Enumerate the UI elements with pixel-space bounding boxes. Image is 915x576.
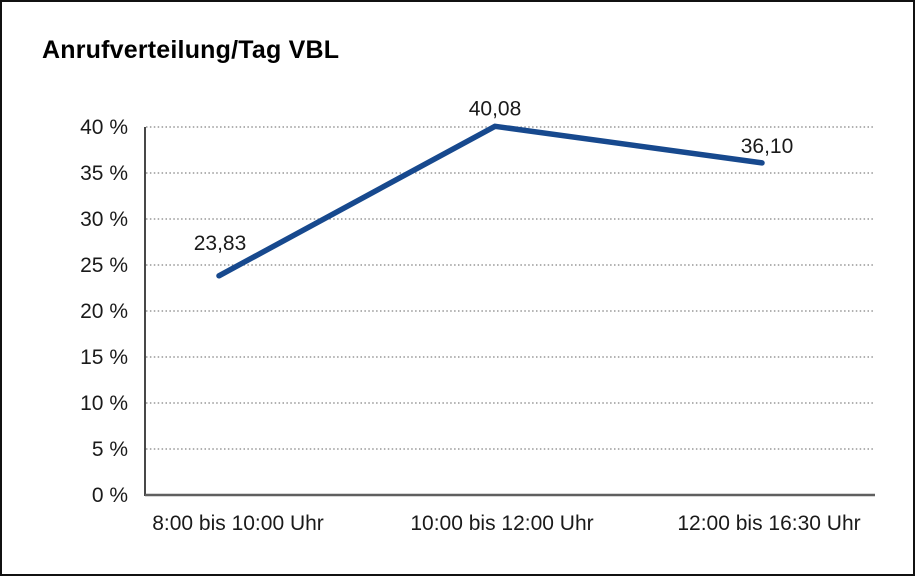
y-tick-label: 30 % [80, 208, 128, 231]
x-category-label: 12:00 bis 16:30 Uhr [677, 512, 860, 535]
y-tick-label: 15 % [80, 346, 128, 369]
data-point-label: 36,10 [741, 135, 794, 158]
x-category-label: 8:00 bis 10:00 Uhr [152, 512, 324, 535]
x-category-label: 10:00 bis 12:00 Uhr [410, 512, 593, 535]
y-tick-label: 35 % [80, 162, 128, 185]
data-point-label: 40,08 [469, 97, 522, 120]
y-tick-label: 20 % [80, 300, 128, 323]
y-tick-label: 25 % [80, 254, 128, 277]
y-tick-label: 10 % [80, 392, 128, 415]
data-line [216, 123, 765, 279]
y-tick-label: 40 % [80, 116, 128, 139]
y-tick-label: 0 % [92, 484, 128, 507]
y-tick-label: 5 % [92, 438, 128, 461]
chart-title: Anrufverteilung/Tag VBL [42, 36, 340, 64]
data-point-label: 23,83 [194, 232, 247, 255]
